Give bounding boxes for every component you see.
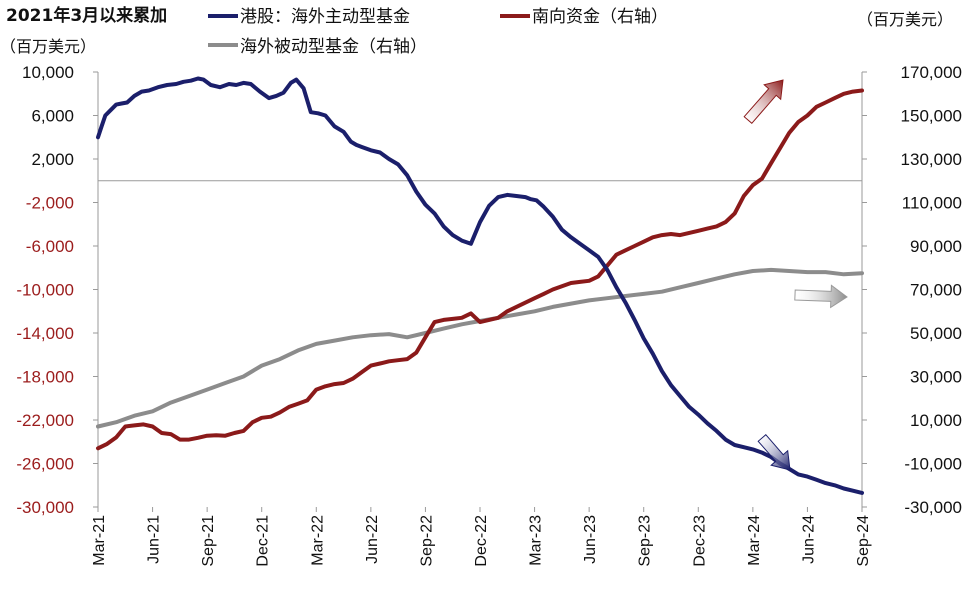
x-tick-label: Sep-22: [418, 515, 435, 567]
legend: 港股：海外主动型基金 南向资金（右轴） 海外被动型基金（右轴）: [208, 7, 668, 57]
legend-label-passive-funds: 海外被动型基金（右轴）: [240, 37, 427, 57]
right-tick-label: 110,000: [902, 194, 962, 213]
x-tick-label: Jun-23: [582, 515, 599, 564]
x-tick-label: Dec-23: [691, 515, 708, 567]
right-tick-label: 130,000: [901, 150, 962, 169]
x-tick-label: Mar-22: [309, 515, 326, 566]
right-tick-label: 70,000: [910, 281, 962, 300]
right-tick-label: 170,000: [901, 63, 962, 82]
x-tick-label: Sep-21: [200, 515, 217, 567]
left-tick-label: -6,000: [26, 237, 74, 256]
left-tick-label: -2,000: [26, 194, 74, 213]
x-tick-label: Jun-24: [800, 515, 817, 564]
legend-label-southbound: 南向资金（右轴）: [532, 7, 668, 27]
right-tick-label: 50,000: [910, 324, 962, 343]
left-tick-label: 6,000: [31, 107, 74, 126]
southbound-line: [96, 88, 864, 451]
legend-item-southbound: 南向资金（右轴）: [500, 7, 668, 27]
southbound-up-arrow: [743, 79, 784, 125]
left-tick-label: 10,000: [22, 63, 74, 82]
legend-item-passive-funds: 海外被动型基金（右轴）: [208, 37, 427, 57]
x-tick-label: Mar-21: [91, 515, 108, 566]
legend-label-active-funds: 港股：海外主动型基金: [240, 7, 410, 27]
x-tick-label: Mar-24: [746, 515, 763, 566]
x-tick-label: Jun-21: [146, 515, 163, 564]
passive-right-arrow: [794, 284, 848, 309]
legend-item-active-funds: 港股：海外主动型基金: [208, 7, 410, 27]
left-tick-label: -14,000: [16, 324, 74, 343]
right-tick-label: -30,000: [904, 498, 962, 517]
left-tick-label: -18,000: [16, 368, 74, 387]
right-axis-unit: （百万美元）: [857, 10, 953, 29]
left-tick-label: 2,000: [31, 150, 74, 169]
left-tick-label: -10,000: [16, 281, 74, 300]
chart-title: 2021年3月以来累加: [6, 5, 167, 26]
active-down-arrow: [757, 433, 791, 471]
trend-arrows: [743, 79, 848, 471]
left-tick-label: -22,000: [16, 411, 74, 430]
x-tick-label: Dec-22: [473, 515, 490, 567]
x-tick-label: Sep-23: [637, 515, 654, 567]
right-tick-label: -10,000: [904, 455, 962, 474]
left-tick-label: -26,000: [16, 455, 74, 474]
active-funds-line: [96, 76, 864, 495]
right-tick-label: 30,000: [910, 368, 962, 387]
series-layer: [96, 76, 864, 495]
x-tick-label: Dec-21: [255, 515, 272, 567]
x-tick-label: Jun-22: [364, 515, 381, 564]
x-tick-label: Mar-23: [528, 515, 545, 566]
passive-funds-line: [96, 267, 864, 429]
right-tick-label: 150,000: [901, 107, 962, 126]
x-tick-label: Sep-24: [855, 515, 872, 567]
axes: 10,000 6,000 2,000 -2,000 -6,000 -10,000 -14,0…: [16, 63, 962, 567]
right-tick-label: 90,000: [910, 237, 962, 256]
left-axis-unit: （百万美元）: [0, 37, 96, 56]
right-tick-label: 10,000: [910, 411, 962, 430]
left-tick-label: -30,000: [16, 498, 74, 517]
